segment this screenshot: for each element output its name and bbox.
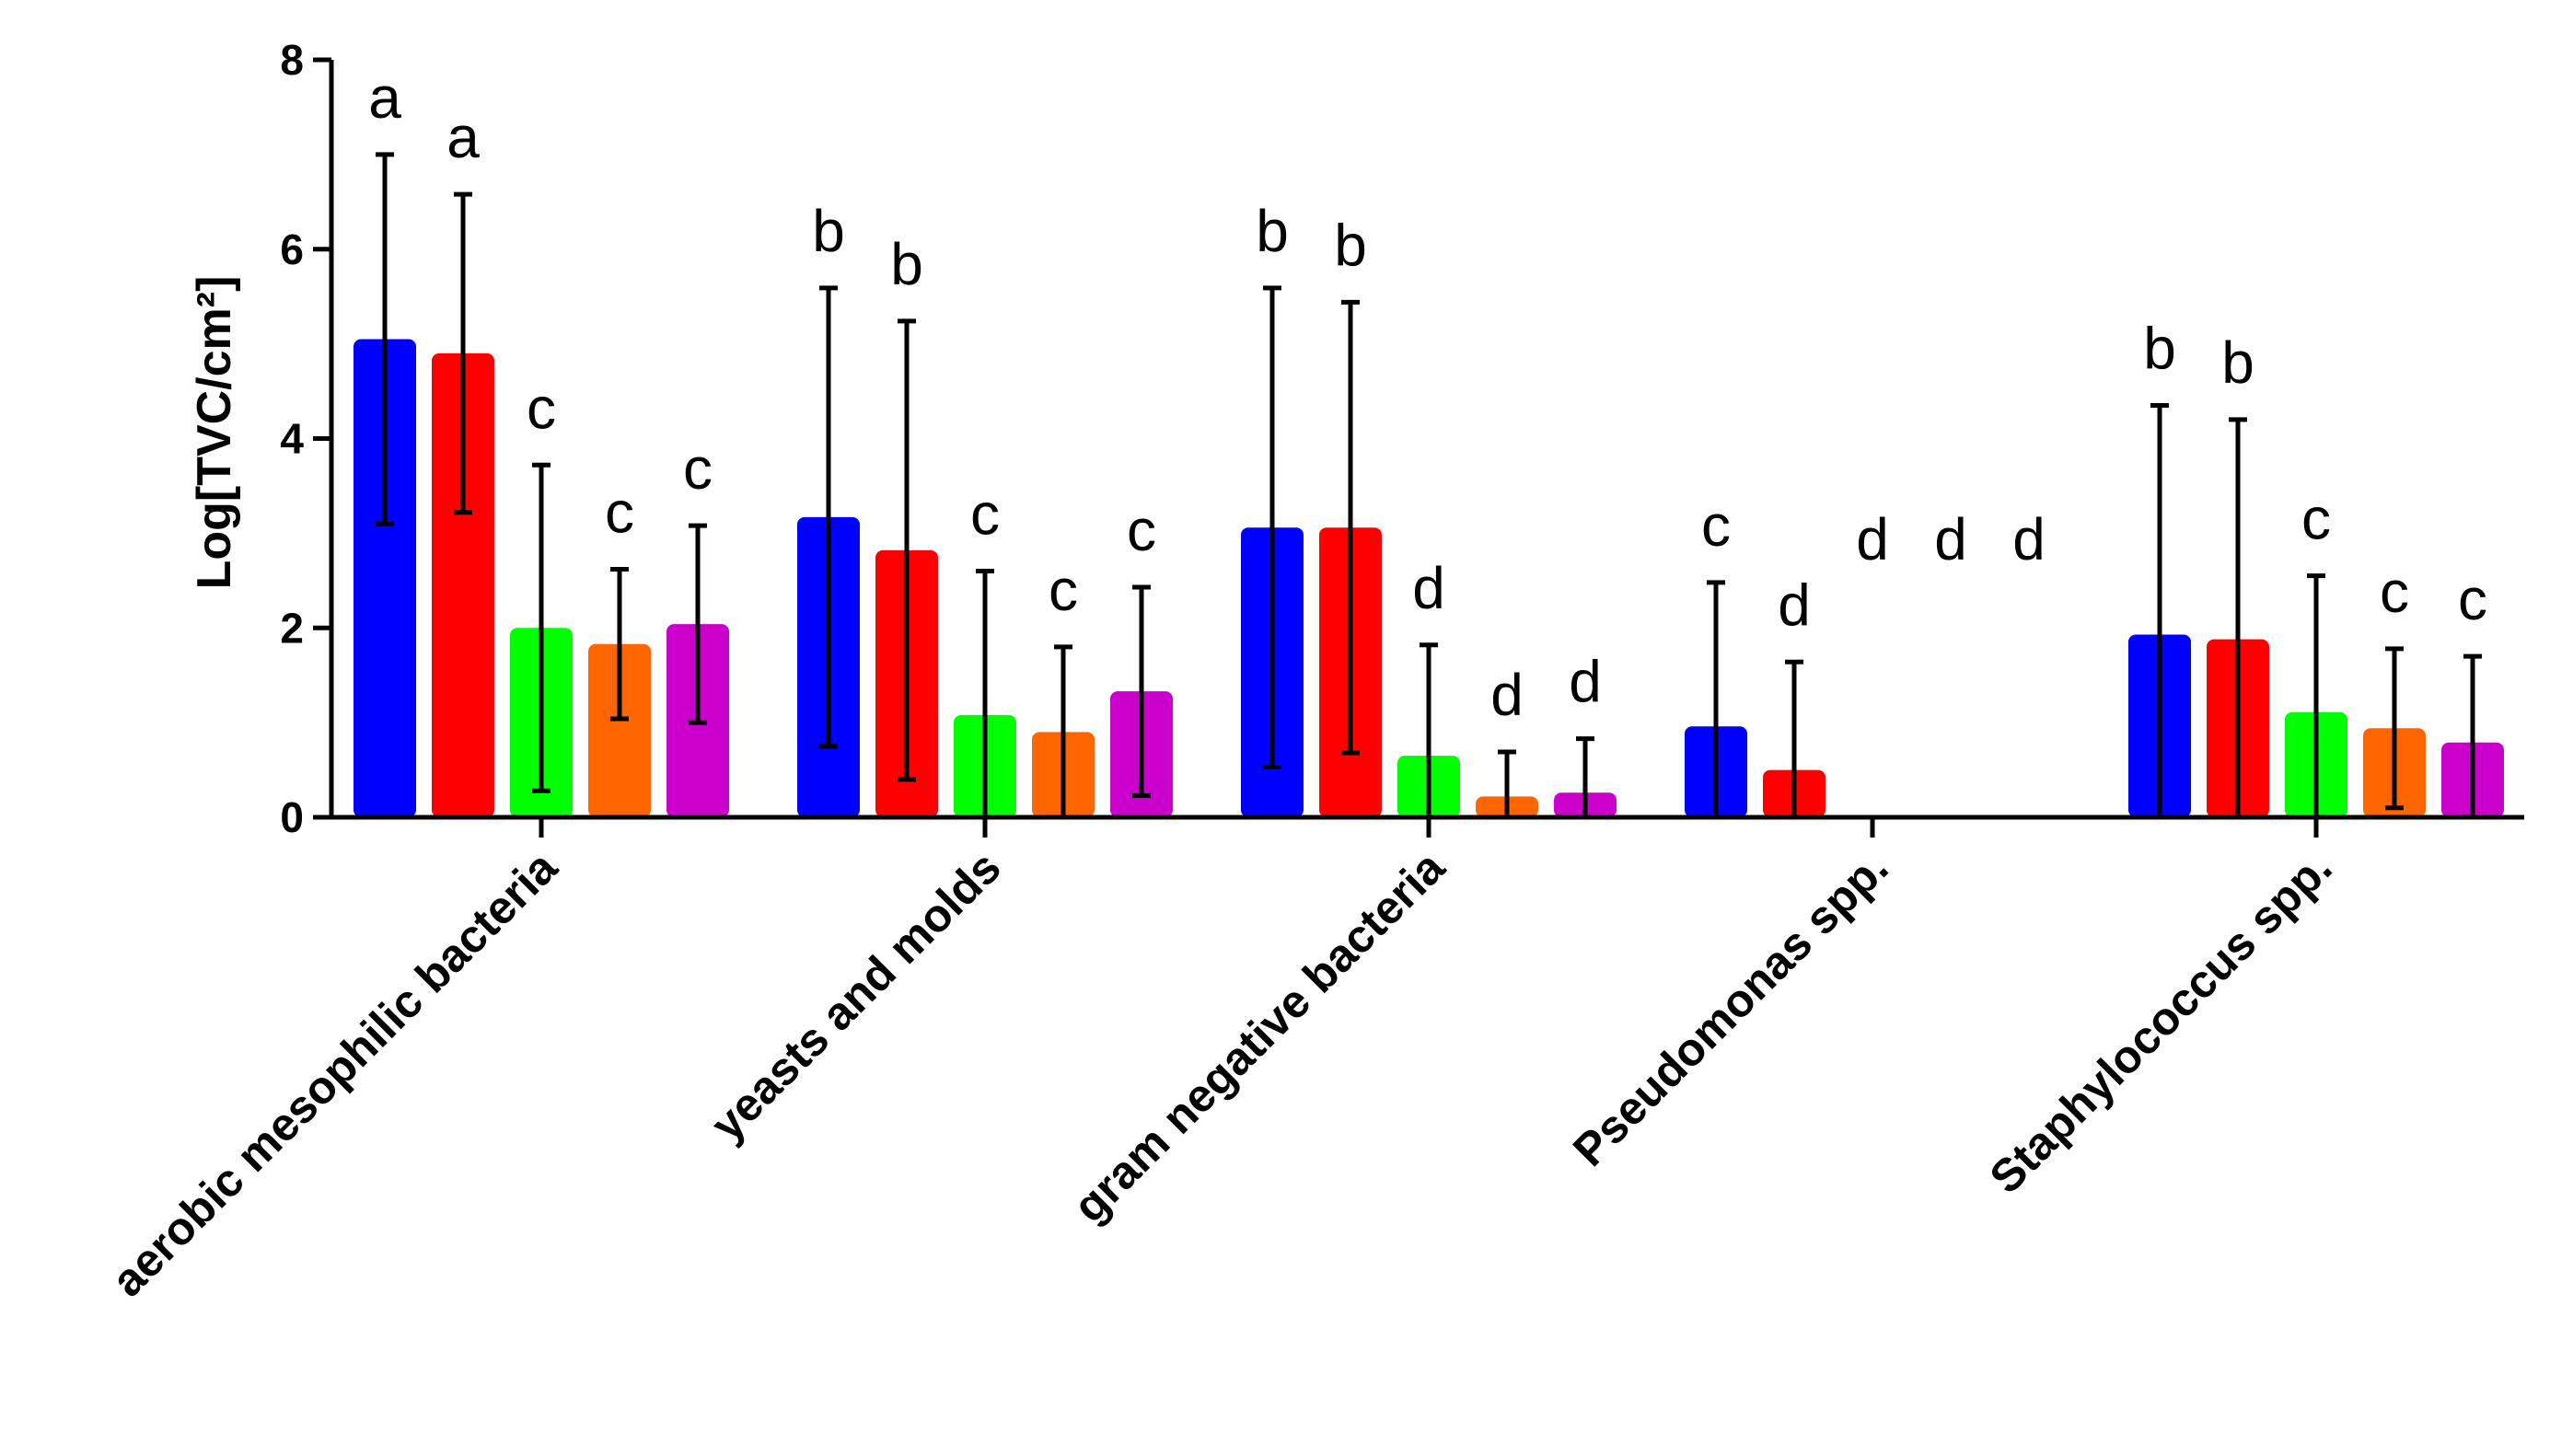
significance-letter-magenta-2: c <box>1127 497 1156 563</box>
significance-letter-green-4: d <box>1856 506 1889 572</box>
significance-letter-red-3: b <box>1334 212 1367 278</box>
significance-letter-magenta-4: d <box>2012 506 2046 572</box>
y-tick-label-4: 4 <box>280 415 304 463</box>
significance-letter-green-5: c <box>2301 486 2331 552</box>
significance-letter-red-4: d <box>1778 572 1811 638</box>
x-tick-label-1: aerobic mesophilic bacteria <box>101 840 567 1306</box>
significance-letter-magenta-5: c <box>2458 566 2487 632</box>
y-tick-label-6: 6 <box>280 225 304 273</box>
significance-letter-green-1: c <box>527 375 556 441</box>
significance-letter-orange-1: c <box>605 479 634 545</box>
significance-letter-blue-5: b <box>2143 315 2176 381</box>
significance-letter-green-3: d <box>1412 555 1445 621</box>
significance-letter-magenta-3: d <box>1569 649 1602 715</box>
significance-letter-red-1: a <box>446 104 480 170</box>
axes-layer: 0 2 4 6 8 <box>280 36 2524 841</box>
bar-blue-1 <box>353 339 416 817</box>
bar-orange-1 <box>588 643 651 817</box>
significance-letter-blue-1: a <box>368 64 401 131</box>
significance-letter-blue-4: c <box>1701 492 1731 559</box>
significance-letter-blue-3: b <box>1256 198 1289 264</box>
significance-letter-red-2: b <box>890 231 923 297</box>
x-tick-label-4: Pseudomonas spp. <box>1563 841 1898 1176</box>
category-labels-layer: aerobic mesophilic bacteria yeasts and mo… <box>101 840 2341 1306</box>
significance-letter-orange-4: d <box>1934 506 1967 572</box>
significance-letter-red-5: b <box>2221 329 2254 396</box>
y-axis-title: Log[TVC/cm²] <box>188 276 241 590</box>
bar-red-1 <box>432 352 494 817</box>
x-tick-label-5: Staphylococcus spp. <box>1980 841 2342 1203</box>
significance-letter-green-2: c <box>970 481 1000 548</box>
significance-letter-orange-5: c <box>2380 559 2409 625</box>
significance-letter-magenta-1: c <box>683 435 713 502</box>
y-tick-label-8: 8 <box>280 36 304 84</box>
significance-letter-orange-3: d <box>1490 662 1524 728</box>
significance-letter-blue-2: b <box>812 198 845 264</box>
x-tick-label-2: yeasts and molds <box>701 841 1010 1150</box>
y-tick-label-0: 0 <box>280 793 304 841</box>
y-tick-label-2: 2 <box>280 604 304 652</box>
significance-letter-orange-2: c <box>1049 557 1078 623</box>
x-tick-label-3: gram negative bacteria <box>1063 840 1455 1232</box>
